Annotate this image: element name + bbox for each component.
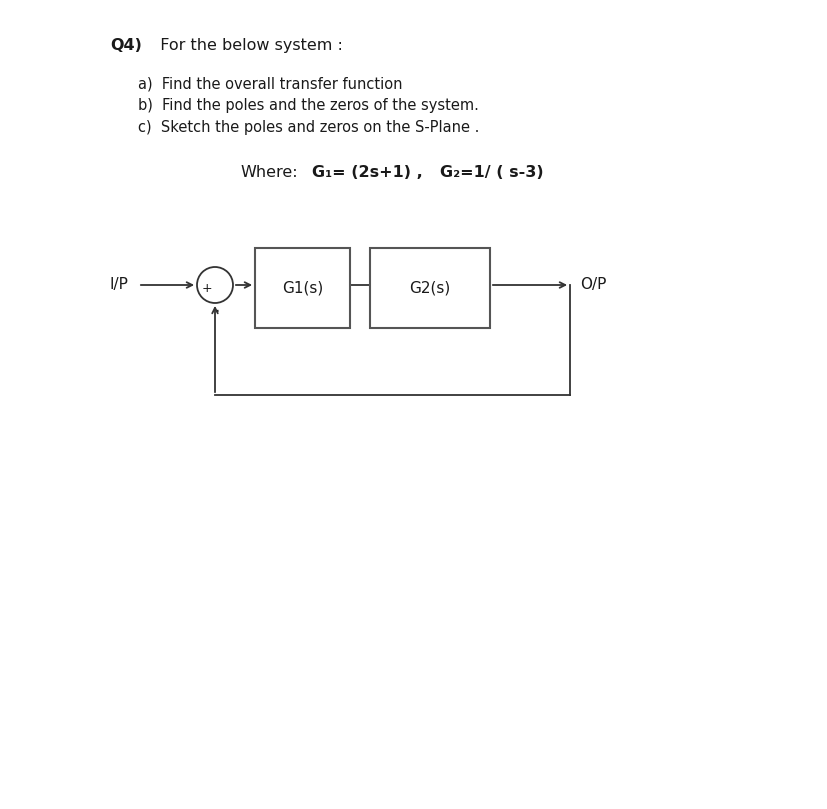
Text: .: . xyxy=(214,298,219,316)
Text: Where:: Where: xyxy=(240,165,297,180)
Text: G1(s): G1(s) xyxy=(281,281,323,295)
Text: G2(s): G2(s) xyxy=(409,281,450,295)
Text: Q4): Q4) xyxy=(110,38,141,53)
Text: G₁= (2s+1) ,: G₁= (2s+1) , xyxy=(312,165,423,180)
Text: c)  Sketch the poles and zeros on the S-Plane .: c) Sketch the poles and zeros on the S-P… xyxy=(138,120,479,135)
Text: a)  Find the overall transfer function: a) Find the overall transfer function xyxy=(138,76,402,91)
Text: b)  Find the poles and the zeros of the system.: b) Find the poles and the zeros of the s… xyxy=(138,98,478,113)
Text: G₂=1/ ( s-3): G₂=1/ ( s-3) xyxy=(439,165,543,180)
Bar xyxy=(370,248,490,328)
Text: +: + xyxy=(202,282,212,294)
Text: For the below system :: For the below system : xyxy=(150,38,342,53)
Text: O/P: O/P xyxy=(579,277,605,293)
Text: I/P: I/P xyxy=(110,277,129,293)
Bar xyxy=(255,248,350,328)
